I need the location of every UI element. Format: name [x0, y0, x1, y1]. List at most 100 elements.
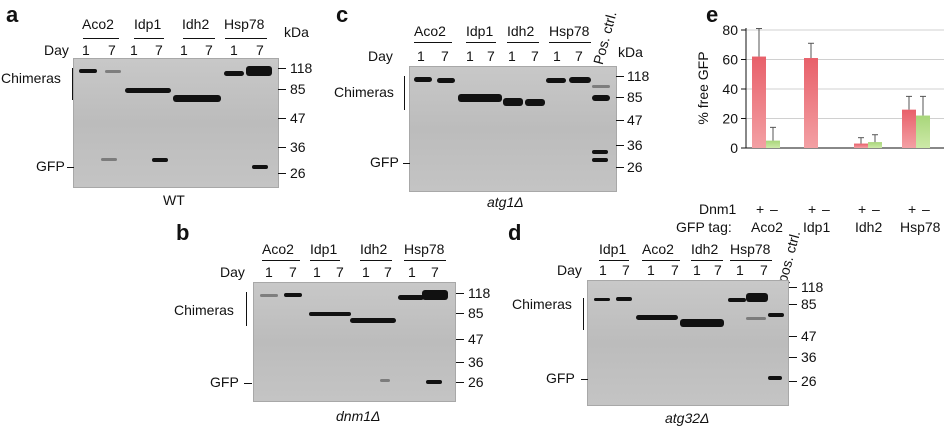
marker-tick	[456, 293, 464, 294]
marker-label: 47	[468, 331, 484, 347]
pos-ctrl-label: pos. ctrl.	[774, 228, 804, 285]
day-7: 7	[575, 48, 583, 64]
day-1: 1	[265, 264, 273, 280]
marker-tick	[278, 173, 286, 174]
marker-label: 118	[468, 285, 491, 301]
panel-letter: c	[336, 2, 349, 27]
dnm1-plus: +	[756, 201, 765, 217]
chimeras-label: Chimeras	[1, 70, 61, 86]
marker-label: 118	[801, 279, 824, 295]
chimeras-bracket	[404, 76, 405, 110]
day-label: Day	[368, 48, 393, 64]
lane-group-underline	[262, 260, 300, 261]
day-label: Day	[557, 262, 582, 278]
day-1: 1	[408, 264, 416, 280]
gfp-label: GFP	[36, 158, 65, 174]
western-blot-image	[409, 66, 617, 192]
marker-tick	[789, 357, 797, 358]
dnm1-minus: –	[822, 201, 830, 217]
day-7: 7	[205, 42, 213, 58]
lane-group-underline	[642, 260, 680, 261]
gfp-label: GFP	[370, 154, 399, 170]
bar-hsp78-minus	[916, 115, 930, 148]
panel-letter: d	[508, 220, 522, 245]
marker-label: 36	[468, 354, 484, 370]
marker-label: 36	[290, 139, 306, 155]
day-7: 7	[108, 42, 116, 58]
strain-label: atg1Δ	[487, 194, 524, 210]
blot-band	[252, 165, 268, 169]
free-gfp-bar-chart: 0 20 40 60 80 % free GFP	[695, 22, 944, 156]
marker-tick	[616, 120, 624, 121]
day-7: 7	[256, 42, 264, 58]
gfp-label: GFP	[546, 370, 575, 386]
blot-band	[79, 69, 97, 73]
lane-group-underline	[730, 260, 772, 261]
blot-band	[594, 298, 610, 301]
panel-letter: b	[176, 220, 190, 245]
bar-idh2-minus	[868, 142, 882, 148]
bar-hsp78-plus	[902, 109, 916, 148]
day-1: 1	[693, 262, 701, 278]
day-1: 1	[362, 264, 370, 280]
lane-group-label: Aco2	[262, 241, 294, 257]
day-7: 7	[431, 264, 439, 280]
lane-group-label: Idp1	[466, 23, 494, 39]
gfp-tick	[67, 167, 74, 168]
blot-band	[173, 95, 221, 102]
blot-band	[458, 94, 502, 102]
day-7: 7	[487, 48, 495, 64]
blot-band	[260, 294, 278, 297]
marker-label: 26	[627, 159, 643, 175]
blot-band	[309, 312, 351, 316]
day-1: 1	[230, 42, 238, 58]
blot-band	[224, 71, 244, 76]
lane-group-label: Idh2	[360, 241, 388, 257]
marker-tick	[616, 167, 624, 168]
marker-label: 85	[468, 305, 484, 321]
lane-group-label: Aco2	[414, 23, 446, 39]
blot-band	[105, 70, 121, 73]
lane-group-underline	[599, 260, 629, 261]
gfp-tick	[403, 163, 410, 164]
blot-band	[525, 99, 545, 106]
day-7: 7	[289, 264, 297, 280]
blot-band	[426, 380, 442, 384]
marker-label: 118	[290, 60, 313, 76]
day-label: Day	[44, 42, 69, 58]
western-blot-image	[73, 58, 279, 188]
marker-label: 85	[627, 89, 643, 105]
category-label: Idh2	[855, 219, 883, 235]
blot-band	[414, 77, 432, 82]
blot-band	[680, 319, 724, 327]
day-1: 1	[417, 48, 425, 64]
strain-label: WT	[163, 192, 185, 208]
marker-tick	[278, 118, 286, 119]
marker-tick	[456, 339, 464, 340]
bar-aco2-plus	[752, 56, 766, 148]
lane-group-underline	[225, 38, 267, 39]
blot-band	[592, 150, 608, 154]
lane-group-underline	[83, 38, 119, 39]
marker-tick	[278, 89, 286, 90]
gfp-tag-label: GFP tag:	[676, 219, 732, 235]
lane-group-label: Idp1	[310, 241, 338, 257]
marker-tick	[789, 381, 797, 382]
marker-label: 47	[627, 112, 643, 128]
day-1: 1	[647, 262, 655, 278]
lane-group-label: Aco2	[642, 241, 674, 257]
lane-group-label: Hsp78	[404, 241, 445, 257]
lane-group-label: Aco2	[82, 16, 114, 32]
day-1: 1	[508, 48, 516, 64]
blot-band	[546, 78, 566, 83]
category-label: Idp1	[803, 219, 831, 235]
lane-group-underline	[691, 260, 723, 261]
y-axis-label: % free GFP	[695, 51, 711, 124]
day-7: 7	[760, 262, 768, 278]
marker-label: 85	[290, 81, 306, 97]
lane-group-underline	[466, 42, 496, 43]
blot-band	[437, 78, 455, 83]
day-7: 7	[671, 262, 679, 278]
blot-band	[284, 293, 302, 297]
category-label: Aco2	[751, 219, 783, 235]
